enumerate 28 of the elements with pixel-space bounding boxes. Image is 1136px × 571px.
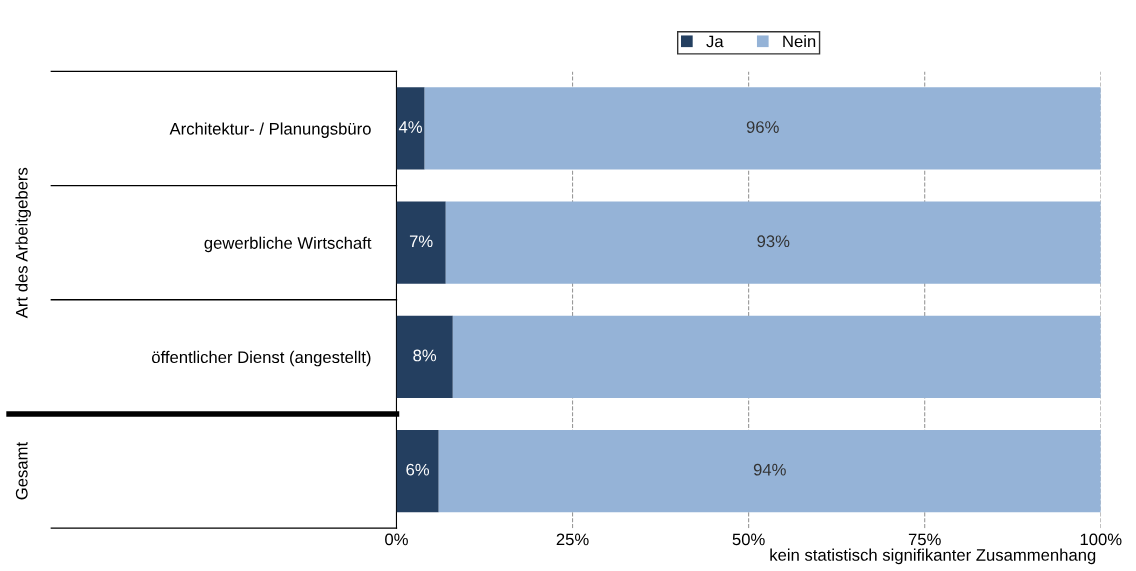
bar <box>396 315 453 398</box>
bar <box>424 87 1101 170</box>
text: kein statistisch signifikanter Zusammenhang <box>770 548 1096 565</box>
text: Gesamt <box>15 442 28 500</box>
bar <box>438 429 1101 513</box>
x-tick-label: 75% <box>908 533 941 546</box>
bar <box>396 201 446 284</box>
legend-label: Nein <box>783 35 816 48</box>
data-label: 4% <box>398 121 422 133</box>
y-tick-label: gewerbliche Wirtschaft <box>204 236 372 253</box>
y-tick-label: Architektur- / Planungsbüro <box>169 122 371 138</box>
bar <box>452 315 1101 398</box>
text: Art des Arbeitgebers <box>15 167 31 319</box>
x-tick-label: 25% <box>556 533 589 546</box>
bar <box>396 87 425 170</box>
x-tick-label: 100% <box>1080 533 1122 546</box>
data-label: 96% <box>746 121 779 133</box>
data-label: 94% <box>753 463 786 476</box>
legend-label: Ja <box>706 35 724 48</box>
y-tick-label: öffentlicher Dienst (angestellt) <box>152 350 371 367</box>
data-label: 7% <box>409 235 433 248</box>
data-label: 8% <box>413 349 437 362</box>
bar <box>445 201 1101 284</box>
data-label: 93% <box>757 235 790 248</box>
x-tick-label: 0% <box>385 533 408 546</box>
x-tick-label: 50% <box>732 533 765 546</box>
data-label: 6% <box>406 463 430 476</box>
bar <box>396 429 439 513</box>
